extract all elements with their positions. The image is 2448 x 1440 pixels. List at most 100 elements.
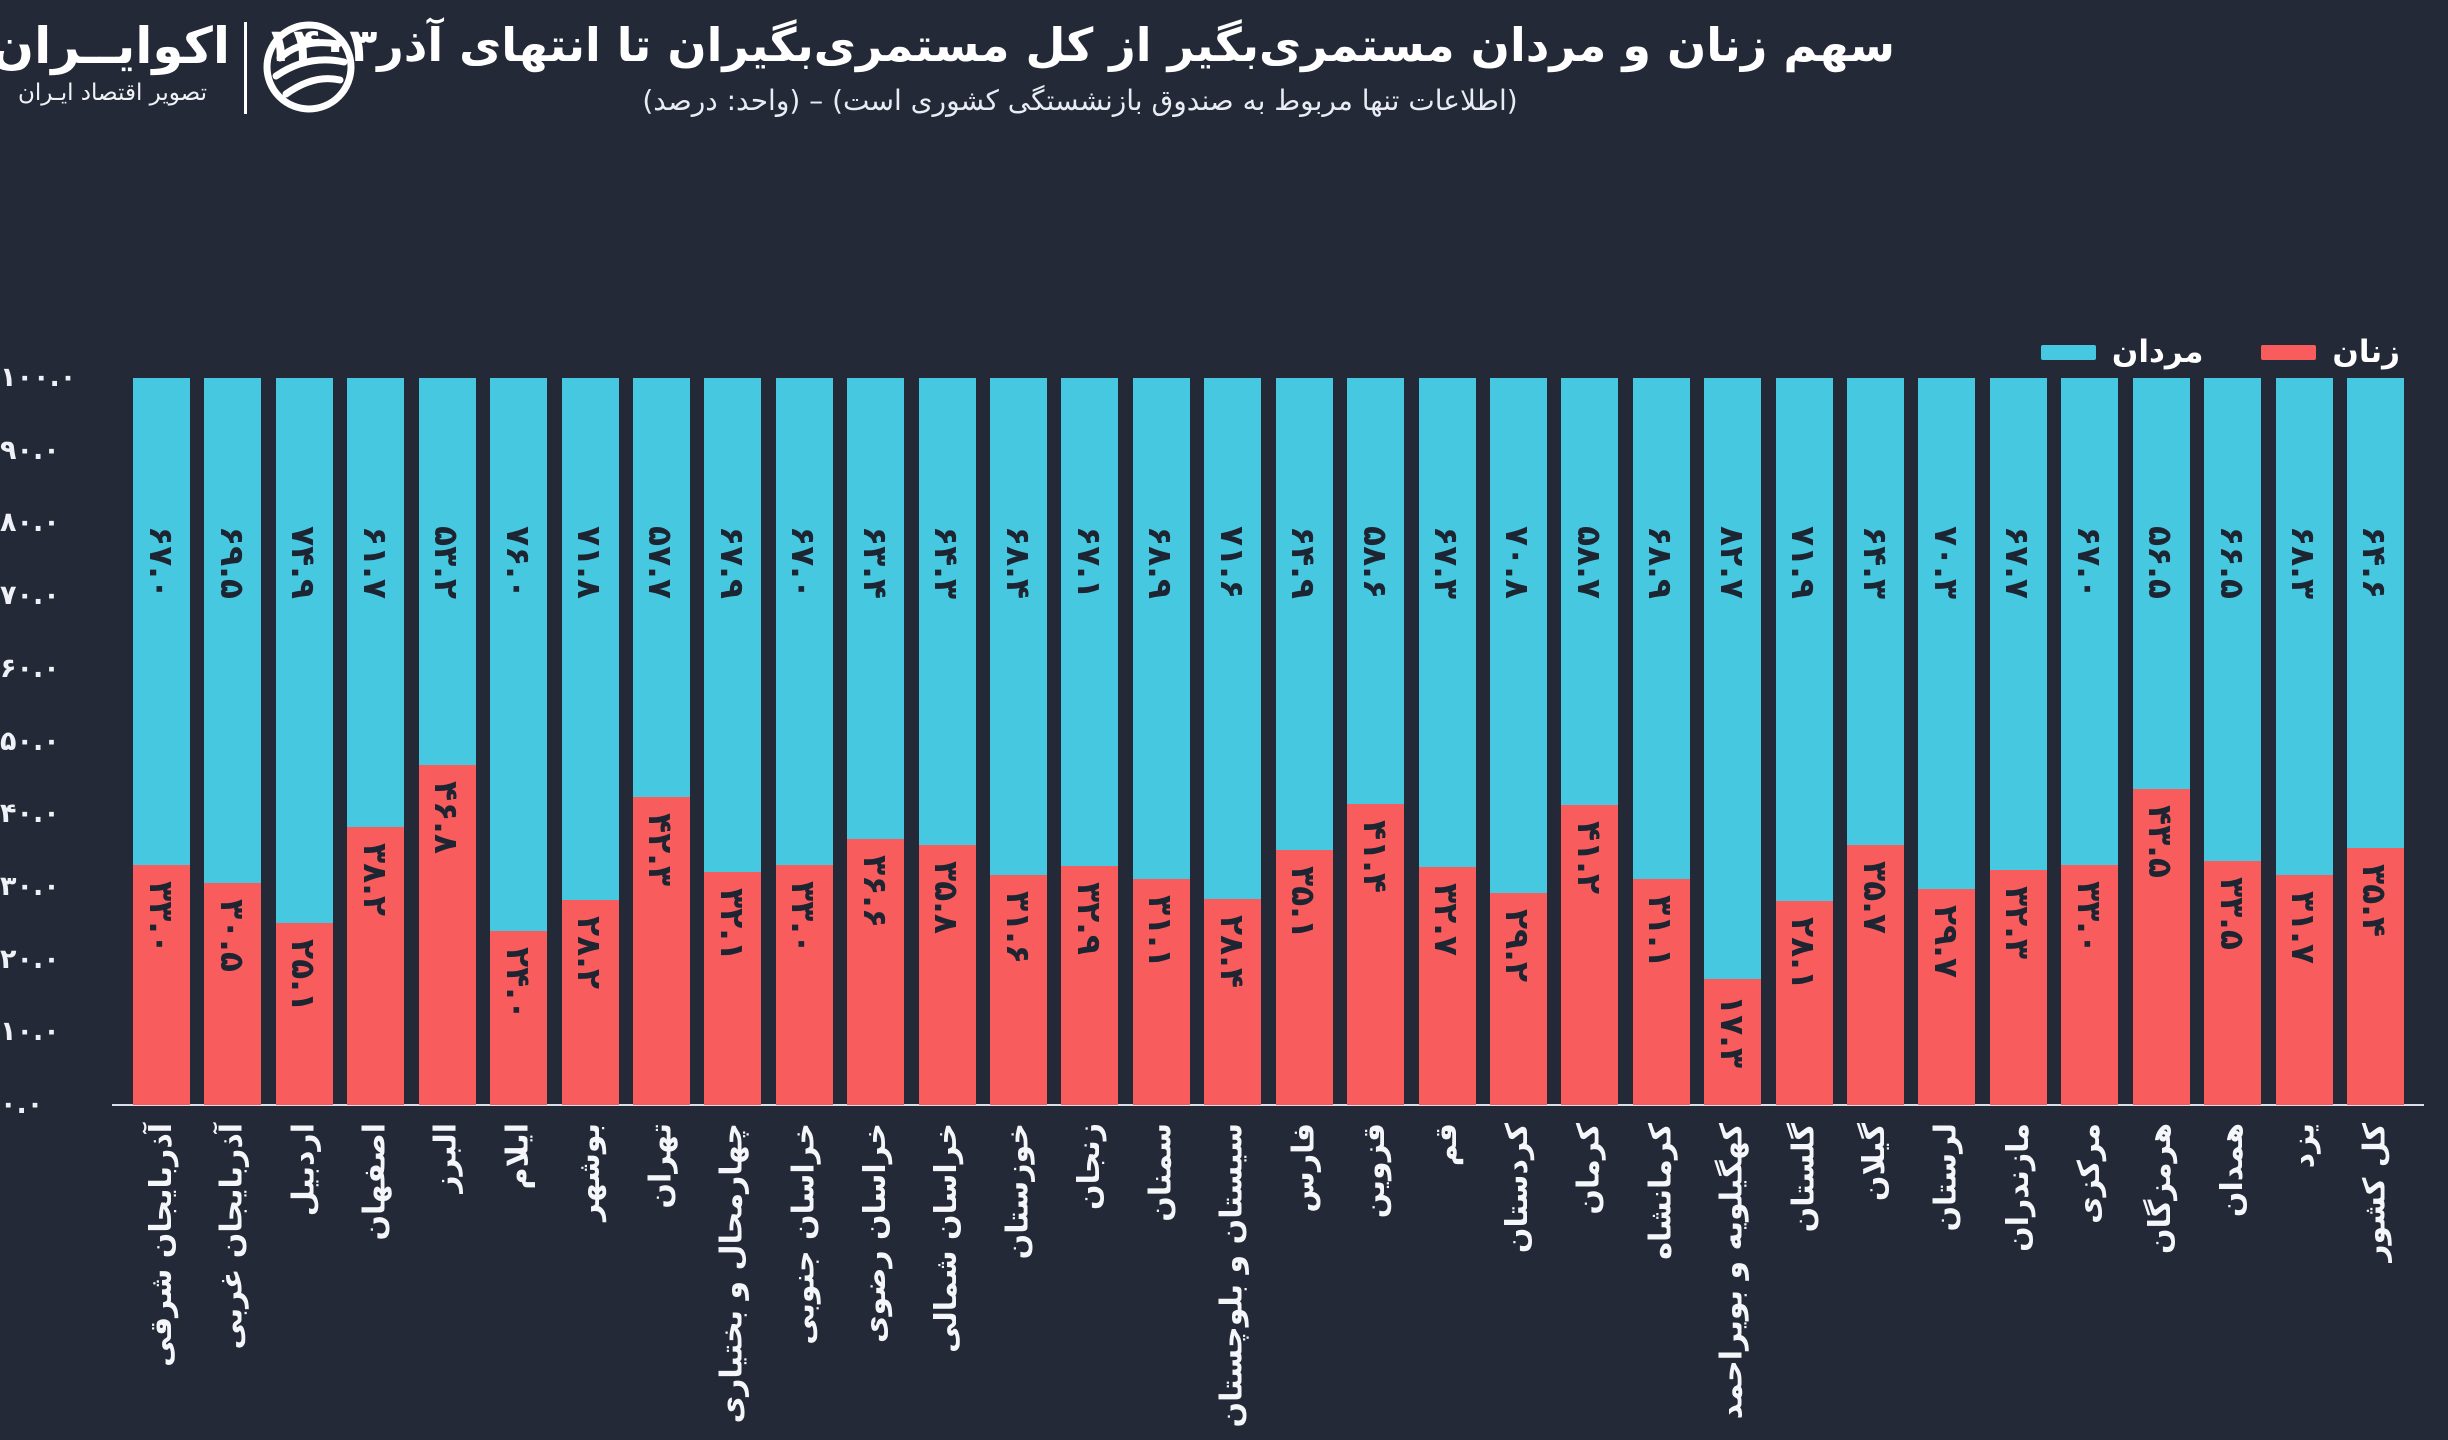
- x-category-label: یزد: [2286, 1123, 2322, 1169]
- x-category-label: سیستان و بلوچستان: [1214, 1123, 1250, 1428]
- women-value-label: ۱۷.۳: [1712, 995, 1752, 1069]
- men-bar-segment: [847, 378, 905, 839]
- x-category-label: اردبیل: [286, 1123, 322, 1217]
- women-value-label: ۴۶.۸: [427, 780, 467, 854]
- x-category-label: بوشهر: [572, 1123, 608, 1222]
- men-bar-segment: [275, 378, 333, 923]
- women-value-label: ۲۸.۴: [1212, 914, 1252, 988]
- men-bar-segment: [990, 378, 1048, 876]
- x-category-label: گیلان: [1857, 1123, 1893, 1202]
- women-value-label: ۳۵.۴: [2355, 863, 2395, 937]
- x-category-label: فارس: [1286, 1123, 1322, 1213]
- women-bar-segment: [204, 883, 262, 1105]
- x-category-label: خراسان شمالی: [929, 1123, 965, 1353]
- men-value-label: ۶۴.۳: [927, 526, 967, 599]
- x-category-label: البرز: [429, 1123, 465, 1193]
- men-value-label: ۶۷.۷: [1998, 526, 2038, 599]
- men-value-label: ۶۸.۴: [998, 526, 1038, 599]
- men-bar-segment: [632, 378, 690, 798]
- x-category-label: کهگیلویه و بویراحمد: [1714, 1123, 1750, 1420]
- men-value-label: ۵۳.۲: [427, 526, 467, 599]
- men-bar-segment: [1204, 378, 1262, 899]
- women-value-label: ۳۵.۸: [927, 861, 967, 935]
- women-bar-segment: [2061, 865, 2119, 1105]
- x-category-label: اصفهان: [357, 1123, 393, 1241]
- men-bar-segment: [1275, 378, 1333, 850]
- men-value-label: ۷۶.۰: [498, 526, 538, 599]
- men-bar-segment: [561, 378, 619, 900]
- logo-tagline: تصویر اقتصاد ایـران: [18, 80, 207, 106]
- men-bar-segment: [418, 378, 476, 765]
- men-bar-segment: [1918, 378, 1976, 890]
- women-bar-segment: [1918, 889, 1976, 1105]
- y-tick-label: ۹۰.۰: [0, 434, 60, 466]
- x-category-label: زنجان: [1071, 1123, 1107, 1211]
- men-value-label: ۶۷.۰: [784, 526, 824, 599]
- x-category-label: گلستان: [1786, 1123, 1822, 1233]
- men-bar-segment: [704, 378, 762, 872]
- women-value-label: ۲۴.۰: [498, 946, 538, 1020]
- women-value-label: ۴۲.۳: [641, 813, 681, 887]
- men-value-label: ۶۸.۹: [1641, 526, 1681, 599]
- x-category-label: قزوین: [1357, 1123, 1393, 1219]
- women-value-label: ۲۵.۱: [284, 938, 324, 1012]
- women-value-label: ۲۸.۱: [1784, 916, 1824, 990]
- women-bar-segment: [418, 764, 476, 1105]
- women-bar-segment: [2346, 847, 2404, 1105]
- men-value-label: ۵۷.۷: [641, 526, 681, 599]
- women-bar-segment: [1275, 849, 1333, 1105]
- women-value-label: ۳۳.۵: [2212, 877, 2252, 951]
- women-bar-segment: [1489, 892, 1547, 1105]
- men-bar-segment: [1632, 378, 1690, 879]
- women-bar-segment: [704, 871, 762, 1105]
- women-bar-segment: [1775, 900, 1833, 1105]
- men-bar-segment: [2346, 378, 2404, 848]
- women-bar-segment: [2132, 788, 2190, 1105]
- men-value-label: ۶۴.۳: [1855, 526, 1895, 599]
- men-bar-segment: [1489, 378, 1547, 893]
- men-value-label: ۸۲.۷: [1712, 526, 1752, 599]
- men-bar-segment: [775, 378, 833, 866]
- women-value-label: ۳۶.۶: [855, 854, 895, 928]
- women-bar-segment: [1632, 878, 1690, 1105]
- women-value-label: ۳۲.۱: [712, 887, 752, 961]
- men-value-label: ۵۸.۶: [1355, 526, 1395, 599]
- y-tick-label: ۵۰.۰: [0, 725, 60, 757]
- men-bar-segment: [490, 378, 548, 931]
- women-bar-segment: [275, 922, 333, 1105]
- chart-subtitle: (اطلاعات تنها مربوط به صندوق بازنشستگی ک…: [642, 84, 1518, 117]
- women-bar-segment: [1418, 867, 1476, 1105]
- x-category-label: همدان: [2214, 1123, 2250, 1218]
- women-value-label: ۴۳.۵: [2141, 804, 2181, 878]
- men-bar-segment: [2132, 378, 2190, 789]
- title-block: سهم زنان و مردان مستمری‌بگیر از کل مستمر…: [140, 16, 2020, 117]
- y-tick-label: ۱۰.۰: [0, 1016, 60, 1048]
- women-bar-segment: [847, 838, 905, 1105]
- men-bar-segment: [1418, 378, 1476, 868]
- x-category-label: خوزستان: [1000, 1123, 1036, 1260]
- men-bar-segment: [133, 378, 190, 866]
- men-bar-segment: [204, 378, 262, 884]
- men-value-label: ۶۶.۵: [2212, 526, 2252, 599]
- women-value-label: ۳۱.۱: [1141, 894, 1181, 968]
- men-bar-segment: [1847, 378, 1905, 846]
- women-bar-segment: [1847, 845, 1905, 1105]
- legend-swatch-men: [2040, 344, 2096, 360]
- men-value-label: ۷۱.۹: [1784, 526, 1824, 599]
- legend-swatch-women: [2261, 344, 2317, 360]
- men-value-label: ۶۸.۳: [2284, 526, 2324, 599]
- men-value-label: ۶۷.۹: [712, 526, 752, 599]
- men-value-label: ۶۸.۹: [1141, 526, 1181, 599]
- women-bar-segment: [632, 797, 690, 1105]
- women-value-label: ۳۵.۱: [1284, 865, 1324, 939]
- women-value-label: ۲۹.۷: [1926, 905, 1966, 979]
- chart-title: سهم زنان و مردان مستمری‌بگیر از کل مستمر…: [264, 18, 1896, 72]
- y-tick-label: ۶۰.۰: [0, 652, 60, 684]
- women-value-label: ۳۲.۷: [1427, 883, 1467, 957]
- women-bar-segment: [1704, 979, 1762, 1105]
- x-category-label: مازندران: [2000, 1123, 2036, 1252]
- men-value-label: ۶۴.۹: [1284, 526, 1324, 599]
- women-value-label: ۳۱.۷: [2284, 890, 2324, 964]
